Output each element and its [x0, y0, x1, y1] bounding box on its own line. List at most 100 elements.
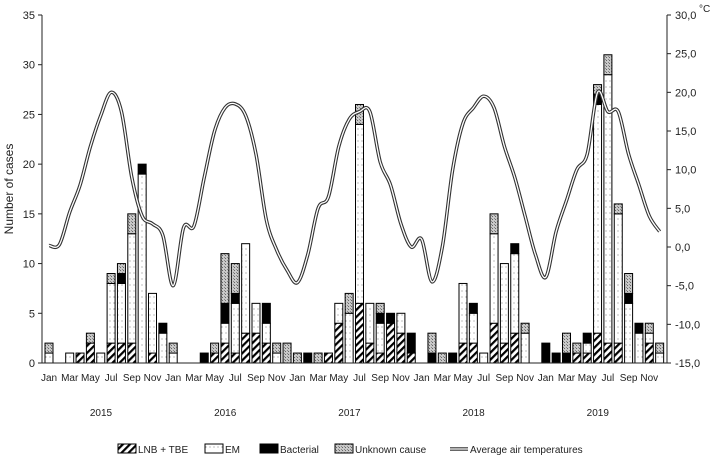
y2-tick-label: 0,0 — [675, 242, 690, 254]
bar-bacterial — [386, 312, 396, 324]
month-label: Mar — [61, 373, 79, 384]
bar-em — [644, 332, 654, 344]
y-tick-label: 0 — [29, 358, 35, 370]
bar-unknown — [562, 332, 571, 354]
month-label: Mar — [185, 373, 203, 384]
bar-em — [116, 282, 126, 344]
bar-unknown — [106, 273, 116, 284]
bar-lnb-tbe — [613, 342, 623, 364]
year-label: 2016 — [214, 408, 237, 419]
legend-swatch-bacterial — [259, 443, 279, 454]
year-label: 2018 — [462, 408, 485, 419]
bar-unknown — [624, 273, 634, 294]
bar-unknown — [127, 213, 137, 235]
bar-em — [272, 352, 282, 364]
bar-em — [582, 342, 592, 354]
legend-label: Unknown cause — [355, 445, 427, 456]
bar-unknown — [375, 302, 385, 314]
month-label: May — [329, 373, 348, 384]
bar-lnb-tbe — [148, 352, 157, 364]
bar-bacterial — [541, 342, 551, 364]
bar-em — [261, 322, 271, 344]
bar-bacterial — [230, 292, 240, 304]
bar-bacterial — [551, 352, 561, 364]
legend-swatch-em — [204, 443, 224, 454]
bar-unknown — [313, 352, 323, 364]
month-label: Sep — [123, 373, 141, 384]
month-label: Sep — [371, 373, 389, 384]
bar-unknown — [655, 342, 665, 354]
bar-em — [148, 292, 157, 354]
y2-tick-label: 10,0 — [675, 165, 696, 177]
bar-unknown — [613, 203, 623, 215]
bar-em — [489, 233, 499, 324]
bar-unknown — [116, 263, 126, 275]
month-label: Mar — [309, 373, 327, 384]
bar-em — [613, 213, 623, 344]
y2-tick-label: 5,0 — [675, 203, 690, 215]
month-label: Nov — [516, 373, 534, 384]
bar-unknown — [520, 322, 530, 334]
bar-lnb-tbe — [406, 352, 416, 364]
month-label: Nov — [144, 373, 162, 384]
month-label: Jul — [353, 373, 366, 384]
bar-unknown — [644, 322, 654, 334]
bar-lnb-tbe — [116, 342, 126, 364]
y2-tick-label: -15,0 — [675, 358, 700, 370]
bar-lnb-tbe — [603, 342, 613, 364]
month-label: Nov — [268, 373, 286, 384]
y-tick-label: 15 — [23, 209, 35, 221]
bar-bacterial — [116, 273, 126, 284]
month-label: Mar — [558, 373, 576, 384]
bar-bacterial — [303, 352, 313, 364]
bar-unknown — [572, 342, 582, 354]
bar-em — [344, 312, 354, 364]
bar-lnb-tbe — [127, 342, 137, 364]
bar-em — [220, 322, 230, 344]
bar-em — [468, 312, 478, 344]
bar-lnb-tbe — [106, 342, 116, 364]
bar-lnb-tbe — [489, 322, 499, 364]
bar-bacterial — [375, 312, 385, 324]
y2-tick-label: -5,0 — [675, 281, 694, 293]
bar-lnb-tbe — [75, 352, 85, 364]
temperature-line-inner — [48, 90, 661, 287]
bar-em — [634, 332, 644, 364]
bar-bacterial — [261, 302, 271, 324]
bar-bacterial — [448, 352, 458, 364]
bar-em — [479, 352, 489, 364]
bar-em — [520, 332, 530, 364]
month-label: Sep — [620, 373, 638, 384]
y-tick-label: 5 — [29, 308, 35, 320]
bar-em — [375, 322, 385, 354]
bar-unknown — [603, 54, 613, 76]
bar-unknown — [44, 342, 54, 354]
y-tick-label: 30 — [23, 60, 35, 72]
bar-lnb-tbe — [323, 352, 333, 364]
legend: LNB + TBE EM Bacterial Unknown cause Average… — [117, 443, 583, 456]
month-label: Sep — [496, 373, 514, 384]
bar-lnb-tbe — [241, 332, 251, 364]
month-label: Jul — [229, 373, 242, 384]
bar-em — [655, 352, 665, 364]
bar-lnb-tbe — [644, 342, 654, 364]
bar-em — [251, 302, 261, 334]
month-label: Jan — [165, 373, 181, 384]
y2-tick-label: 25,0 — [675, 49, 696, 61]
bar-lnb-tbe — [396, 332, 406, 364]
bar-unknown — [210, 342, 220, 354]
bar-em — [458, 282, 468, 344]
bar-unknown — [230, 263, 240, 294]
bar-bacterial — [468, 302, 478, 314]
bar-em — [44, 352, 54, 364]
month-label: May — [81, 373, 100, 384]
bar-em — [499, 263, 509, 344]
bar-em — [593, 103, 603, 334]
bar-lnb-tbe — [375, 352, 385, 364]
bar-em — [158, 332, 168, 364]
bar-lnb-tbe — [582, 352, 592, 364]
bar-em — [624, 302, 634, 364]
bar-lnb-tbe — [510, 332, 520, 364]
